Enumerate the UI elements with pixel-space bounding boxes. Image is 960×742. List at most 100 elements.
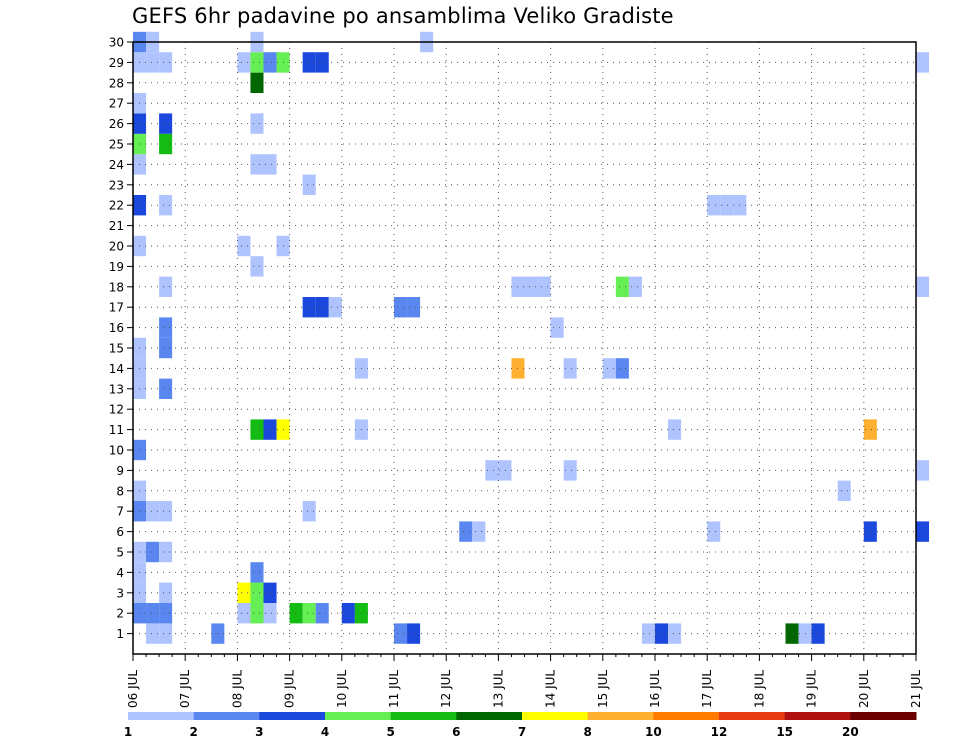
precip-cell <box>315 603 329 624</box>
x-tick-label: 18 JUL <box>752 670 766 708</box>
y-tick-label: 16 <box>109 321 124 335</box>
colorbar-swatch <box>784 712 851 720</box>
precip-cell <box>498 460 512 481</box>
colorbar-label: 12 <box>711 725 728 739</box>
precip-cell <box>250 113 264 134</box>
precip-cell <box>615 358 629 379</box>
precip-cell <box>707 521 721 542</box>
precip-cell <box>250 419 264 440</box>
precip-cell <box>237 603 251 624</box>
precip-cell <box>250 52 264 73</box>
colorbar-label: 7 <box>518 725 526 739</box>
precip-cell <box>602 358 616 379</box>
colorbar-label: 1 <box>124 725 132 739</box>
precip-cell <box>159 337 173 359</box>
precip-cell <box>811 623 825 644</box>
precip-cell <box>563 460 577 481</box>
precip-cell <box>916 521 930 542</box>
x-tick-label: 11 JUL <box>387 670 401 708</box>
y-tick-label: 29 <box>109 56 124 70</box>
y-tick-label: 11 <box>109 423 124 437</box>
y-tick-label: 20 <box>109 240 124 254</box>
precip-cell <box>159 501 173 522</box>
colorbar-label: 15 <box>776 725 793 739</box>
y-tick-label: 10 <box>109 444 124 458</box>
y-tick-label: 12 <box>109 403 124 417</box>
precip-cell <box>159 113 173 134</box>
precip-cell <box>302 501 316 522</box>
precip-cell <box>341 603 355 624</box>
precip-cell <box>159 195 173 216</box>
precip-cell <box>159 133 173 155</box>
precip-cell <box>837 480 851 501</box>
precip-cell <box>668 419 682 440</box>
precip-cell <box>407 297 421 318</box>
precip-cell <box>537 276 551 297</box>
precip-cell <box>146 501 160 522</box>
precip-cell <box>250 154 264 175</box>
precip-cell <box>159 582 173 603</box>
colorbar-swatch <box>719 712 786 720</box>
precip-cell <box>159 541 173 563</box>
precip-cell <box>302 174 316 195</box>
y-tick-label: 9 <box>116 464 124 478</box>
precip-cell <box>289 603 303 624</box>
precip-cell <box>916 52 930 73</box>
y-tick-label: 17 <box>109 301 124 315</box>
colorbar-swatch <box>653 712 720 720</box>
precip-cell <box>237 582 251 603</box>
y-tick-label: 21 <box>109 219 124 233</box>
colorbar-label: 4 <box>321 725 329 739</box>
colorbar-swatch <box>850 712 917 720</box>
y-tick-label: 2 <box>116 607 124 621</box>
precip-cell <box>250 582 264 603</box>
precip-cell <box>563 358 577 379</box>
y-tick-label: 27 <box>109 97 124 111</box>
colorbar-label: 8 <box>583 725 591 739</box>
x-tick-label: 07 JUL <box>178 670 192 708</box>
precip-cell <box>459 521 473 542</box>
colorbar: 1 2 3 4 5 6 7 8 10 12 15 20 <box>124 712 917 739</box>
x-tick-label: 16 JUL <box>648 670 662 708</box>
colorbar-label: 2 <box>189 725 197 739</box>
precip-cell <box>159 317 173 338</box>
precip-cell <box>394 623 408 644</box>
precip-cell <box>159 378 173 399</box>
y-tick-label: 18 <box>109 280 124 294</box>
precip-cell <box>615 276 629 297</box>
precip-cell <box>302 603 316 624</box>
colorbar-swatch <box>390 712 457 720</box>
precip-cell <box>159 603 173 624</box>
x-tick-label: 20 JUL <box>857 670 871 708</box>
colorbar-label: 5 <box>386 725 394 739</box>
colorbar-swatch <box>128 712 195 720</box>
y-tick-label: 5 <box>116 546 124 560</box>
y-tick-label: 22 <box>109 199 124 213</box>
y-tick-label: 14 <box>109 362 124 376</box>
precip-cell <box>146 623 160 644</box>
precip-cell <box>302 297 316 318</box>
y-tick-label: 24 <box>109 158 124 172</box>
precip-cell <box>863 521 877 542</box>
precip-cell <box>407 623 421 644</box>
precip-cell <box>641 623 655 644</box>
precip-cell <box>916 460 930 481</box>
precip-cell <box>237 52 251 73</box>
x-tick-label: 13 JUL <box>491 670 505 708</box>
x-tick-label: 17 JUL <box>700 670 714 708</box>
precip-cell <box>315 297 329 318</box>
precip-cell <box>159 623 173 644</box>
precip-cell <box>250 256 264 277</box>
precip-cell <box>668 623 682 644</box>
y-tick-label: 4 <box>116 566 124 580</box>
x-tick-label: 08 JUL <box>230 670 244 708</box>
precip-cell <box>146 541 160 563</box>
precip-cell <box>472 521 486 542</box>
precip-cell <box>263 419 277 440</box>
x-tick-label: 12 JUL <box>439 670 453 708</box>
y-tick-label: 19 <box>109 260 124 274</box>
precip-cell <box>146 52 160 73</box>
precip-cell <box>146 603 160 624</box>
colorbar-swatch <box>325 712 392 720</box>
